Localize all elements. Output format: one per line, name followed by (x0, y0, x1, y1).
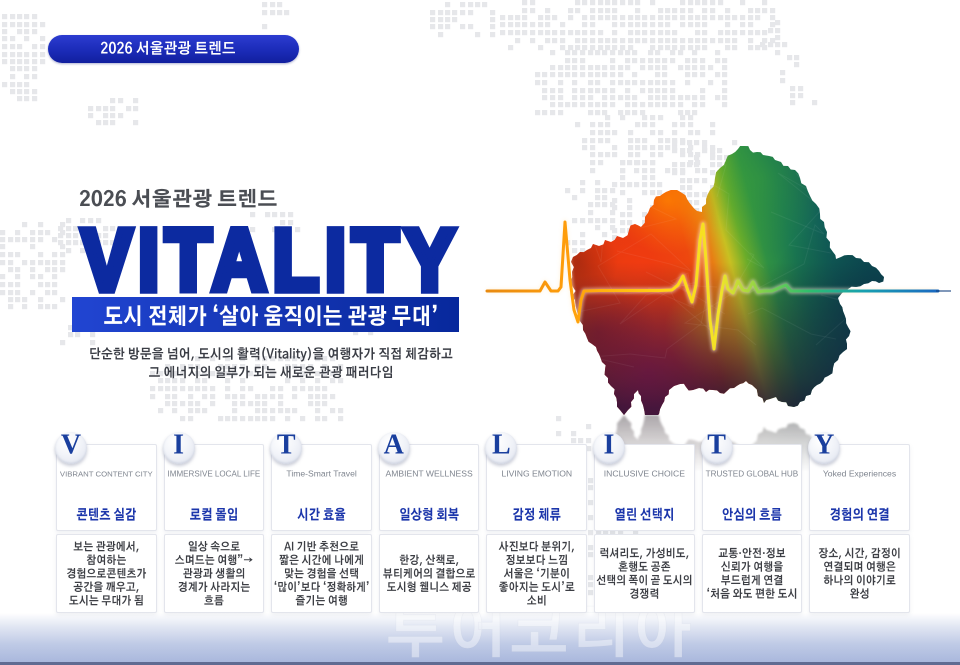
svg-text:I: I (173, 430, 184, 461)
svg-text:T: T (277, 430, 296, 461)
svg-text:Yoked Experiences: Yoked Experiences (823, 469, 896, 479)
svg-text:TRUSTED GLOBAL HUB: TRUSTED GLOBAL HUB (706, 470, 799, 479)
svg-text:A: A (384, 430, 405, 461)
svg-text:VITALITY: VITALITY (82, 212, 461, 309)
svg-text:Time-Smart Travel: Time-Smart Travel (286, 469, 356, 479)
svg-text:I: I (604, 430, 615, 461)
svg-text:V: V (61, 430, 81, 461)
svg-text:LIVING EMOTION: LIVING EMOTION (501, 469, 572, 479)
svg-text:Y: Y (814, 430, 834, 461)
svg-text:VIBRANT CONTENT CITY: VIBRANT CONTENT CITY (60, 470, 153, 479)
svg-text:L: L (492, 430, 511, 461)
svg-text:AMBIENT WELLNESS: AMBIENT WELLNESS (385, 469, 473, 479)
svg-text:IMMERSIVE LOCAL LIFE: IMMERSIVE LOCAL LIFE (168, 470, 261, 479)
svg-text:T: T (707, 430, 726, 461)
svg-text:INCLUSIVE CHOICE: INCLUSIVE CHOICE (604, 469, 685, 479)
